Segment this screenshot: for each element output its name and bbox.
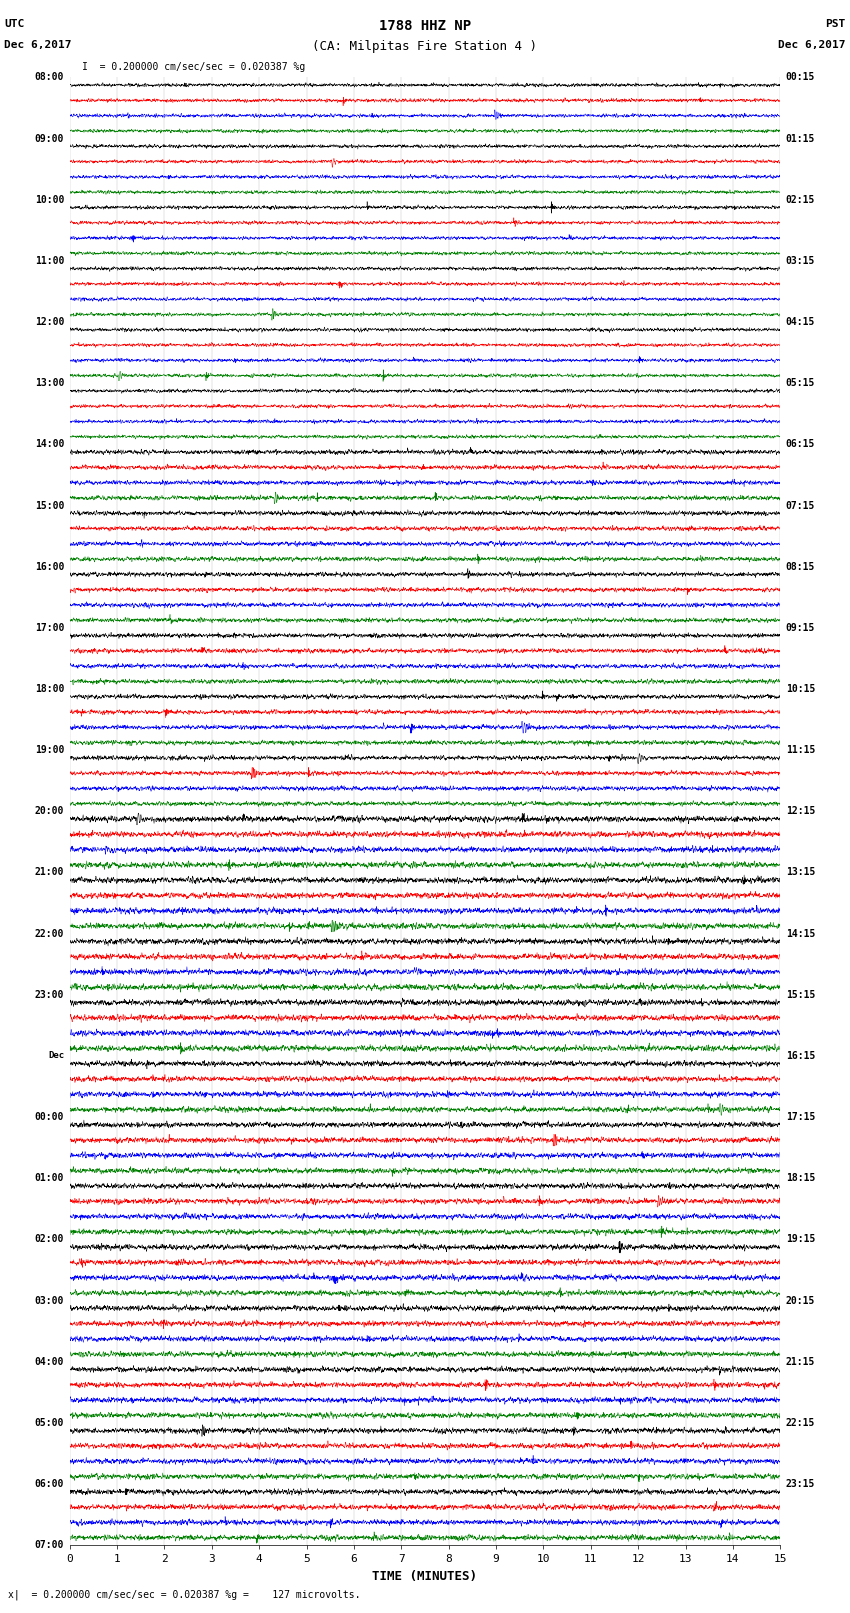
Text: 20:15: 20:15 (786, 1295, 815, 1305)
Text: 10:00: 10:00 (35, 195, 64, 205)
Text: 09:15: 09:15 (786, 623, 815, 632)
Text: 20:00: 20:00 (35, 806, 64, 816)
Text: 08:00: 08:00 (35, 73, 64, 82)
Text: 16:00: 16:00 (35, 561, 64, 571)
Text: 22:00: 22:00 (35, 929, 64, 939)
Text: 05:15: 05:15 (786, 377, 815, 389)
Text: 19:15: 19:15 (786, 1234, 815, 1245)
Text: 16:15: 16:15 (786, 1052, 815, 1061)
Text: 09:00: 09:00 (35, 134, 64, 144)
Text: 00:15: 00:15 (786, 73, 815, 82)
Text: 00:00: 00:00 (35, 1111, 64, 1123)
Text: (CA: Milpitas Fire Station 4 ): (CA: Milpitas Fire Station 4 ) (313, 40, 537, 53)
Text: 06:15: 06:15 (786, 439, 815, 450)
Text: 12:15: 12:15 (786, 806, 815, 816)
Text: 02:15: 02:15 (786, 195, 815, 205)
Text: 21:15: 21:15 (786, 1357, 815, 1366)
Text: 04:15: 04:15 (786, 318, 815, 327)
Text: 01:15: 01:15 (786, 134, 815, 144)
Text: 13:15: 13:15 (786, 868, 815, 877)
Text: 17:00: 17:00 (35, 623, 64, 632)
Text: 14:00: 14:00 (35, 439, 64, 450)
Text: Dec 6,2017: Dec 6,2017 (4, 40, 71, 50)
Text: 07:15: 07:15 (786, 500, 815, 511)
Text: 01:00: 01:00 (35, 1173, 64, 1184)
Text: 11:15: 11:15 (786, 745, 815, 755)
Text: 13:00: 13:00 (35, 377, 64, 389)
Text: 23:15: 23:15 (786, 1479, 815, 1489)
Text: 07:00: 07:00 (35, 1540, 64, 1550)
Text: 03:00: 03:00 (35, 1295, 64, 1305)
Text: 04:00: 04:00 (35, 1357, 64, 1366)
Text: 14:15: 14:15 (786, 929, 815, 939)
Text: 15:00: 15:00 (35, 500, 64, 511)
Text: 1788 HHZ NP: 1788 HHZ NP (379, 19, 471, 34)
Text: 19:00: 19:00 (35, 745, 64, 755)
Text: UTC: UTC (4, 19, 25, 29)
Text: 06:00: 06:00 (35, 1479, 64, 1489)
Text: 22:15: 22:15 (786, 1418, 815, 1428)
Text: 02:00: 02:00 (35, 1234, 64, 1245)
Text: 18:00: 18:00 (35, 684, 64, 694)
Text: 12:00: 12:00 (35, 318, 64, 327)
Text: I  = 0.200000 cm/sec/sec = 0.020387 %g: I = 0.200000 cm/sec/sec = 0.020387 %g (82, 61, 306, 73)
Text: x|  = 0.200000 cm/sec/sec = 0.020387 %g =    127 microvolts.: x| = 0.200000 cm/sec/sec = 0.020387 %g =… (8, 1589, 361, 1600)
Text: 17:15: 17:15 (786, 1111, 815, 1123)
Text: 05:00: 05:00 (35, 1418, 64, 1428)
Text: Dec 6,2017: Dec 6,2017 (779, 40, 846, 50)
Text: 08:15: 08:15 (786, 561, 815, 571)
Text: 21:00: 21:00 (35, 868, 64, 877)
Text: 10:15: 10:15 (786, 684, 815, 694)
Text: Dec: Dec (48, 1052, 64, 1060)
X-axis label: TIME (MINUTES): TIME (MINUTES) (372, 1569, 478, 1582)
Text: 23:00: 23:00 (35, 990, 64, 1000)
Text: PST: PST (825, 19, 846, 29)
Text: 18:15: 18:15 (786, 1173, 815, 1184)
Text: 11:00: 11:00 (35, 256, 64, 266)
Text: 03:15: 03:15 (786, 256, 815, 266)
Text: 15:15: 15:15 (786, 990, 815, 1000)
